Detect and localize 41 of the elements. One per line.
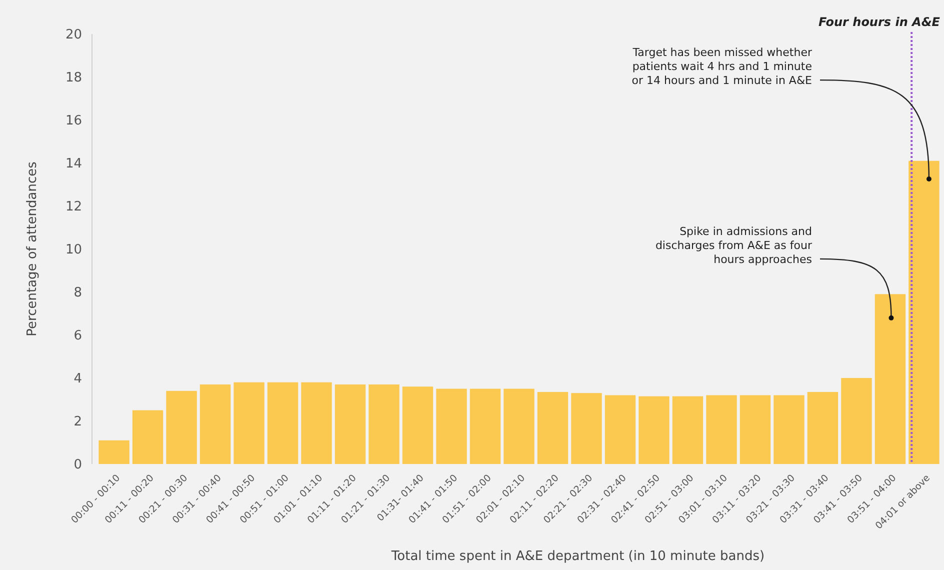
y-tick-label: 12 bbox=[65, 200, 82, 215]
bar bbox=[368, 384, 400, 464]
bar bbox=[267, 382, 298, 464]
y-tick-label: 20 bbox=[65, 28, 82, 43]
bar bbox=[604, 395, 636, 464]
bar bbox=[638, 396, 670, 464]
bar bbox=[200, 384, 231, 464]
bar bbox=[571, 393, 602, 464]
bar bbox=[774, 395, 804, 464]
y-tick-label: 6 bbox=[74, 328, 82, 344]
bar bbox=[807, 392, 838, 464]
bar bbox=[537, 392, 568, 464]
y-tick-label: 10 bbox=[65, 242, 82, 258]
y-tick-label: 2 bbox=[74, 414, 82, 430]
bar bbox=[132, 410, 164, 464]
annotation: Spike in admissions and discharges from A&E as four hours approaches bbox=[655, 224, 812, 266]
bar bbox=[672, 396, 704, 464]
bar bbox=[470, 388, 501, 464]
bar bbox=[234, 382, 264, 464]
bar bbox=[402, 386, 434, 464]
ref-line-label: Four hours in A&E bbox=[818, 15, 941, 29]
y-tick-label: 0 bbox=[74, 458, 82, 473]
bar bbox=[740, 395, 771, 464]
y-tick-label: 14 bbox=[65, 156, 82, 172]
x-axis-title: Total time spent in A&E department (in 10 minute bands) bbox=[390, 549, 765, 564]
annotation: Target has been missed whether patients wait 4 hrs and 1 minute or 14 hours and 1 minute in A&E bbox=[632, 46, 812, 88]
bar bbox=[334, 384, 366, 464]
y-axis-title: Percentage of attendances bbox=[25, 161, 40, 336]
bar bbox=[841, 378, 872, 464]
bar bbox=[166, 390, 197, 464]
y-tick-label: 8 bbox=[74, 286, 82, 301]
y-tick-label: 16 bbox=[65, 114, 82, 129]
bar bbox=[301, 382, 332, 464]
y-tick-label: 18 bbox=[65, 70, 82, 86]
y-tick-label: 4 bbox=[74, 372, 82, 387]
bar bbox=[908, 160, 940, 464]
bar bbox=[98, 440, 130, 464]
bar bbox=[504, 388, 534, 464]
bar bbox=[706, 395, 737, 464]
bar bbox=[436, 388, 467, 464]
bar bbox=[874, 294, 906, 464]
